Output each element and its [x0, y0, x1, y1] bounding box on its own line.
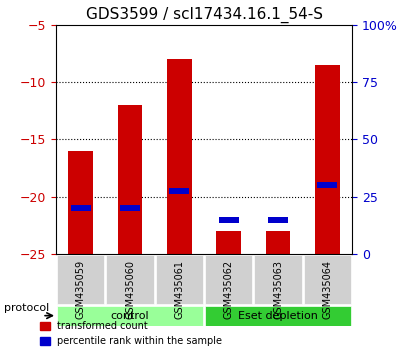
Text: GSM435063: GSM435063 — [273, 260, 283, 319]
Bar — [120, 205, 140, 211]
Bar — [216, 231, 241, 254]
Text: GSM435060: GSM435060 — [125, 260, 135, 319]
Bar — [219, 217, 238, 223]
Bar — [268, 217, 288, 223]
Text: GSM435059: GSM435059 — [76, 260, 86, 319]
Bar — [170, 188, 189, 194]
Text: protocol: protocol — [4, 303, 49, 313]
Bar — [266, 231, 290, 254]
Text: Eset depletion: Eset depletion — [238, 311, 318, 321]
Title: GDS3599 / scl17434.16.1_54-S: GDS3599 / scl17434.16.1_54-S — [86, 7, 322, 23]
FancyBboxPatch shape — [304, 256, 351, 304]
FancyBboxPatch shape — [106, 256, 154, 304]
Text: GSM435062: GSM435062 — [224, 260, 234, 319]
Bar — [118, 105, 142, 254]
Text: control: control — [111, 311, 149, 321]
Text: GSM435061: GSM435061 — [174, 260, 184, 319]
FancyBboxPatch shape — [57, 306, 203, 326]
FancyBboxPatch shape — [205, 306, 351, 326]
Text: GSM435064: GSM435064 — [322, 260, 332, 319]
Bar — [68, 151, 93, 254]
FancyBboxPatch shape — [57, 256, 104, 304]
Legend: transformed count, percentile rank within the sample: transformed count, percentile rank withi… — [37, 319, 225, 349]
FancyBboxPatch shape — [254, 256, 302, 304]
Bar — [71, 205, 90, 211]
FancyBboxPatch shape — [156, 256, 203, 304]
Bar — [167, 59, 192, 254]
Bar — [318, 182, 337, 188]
Bar — [315, 65, 340, 254]
FancyBboxPatch shape — [205, 256, 252, 304]
